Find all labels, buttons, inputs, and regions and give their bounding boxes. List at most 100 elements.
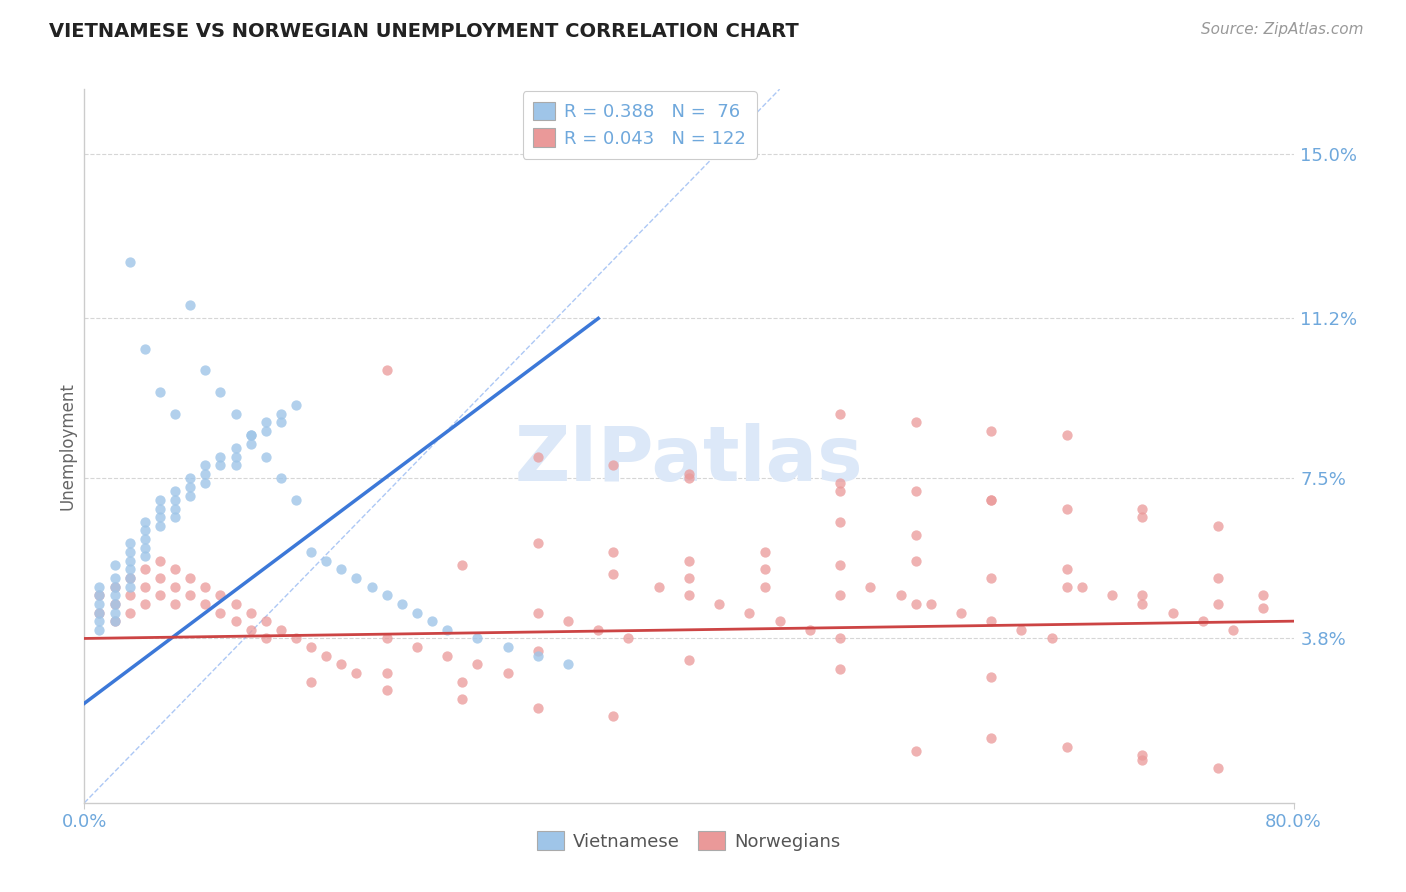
Point [709, 597, 731, 611]
Point [165, 597, 187, 611]
Point [391, 597, 413, 611]
Point [904, 553, 927, 567]
Point [299, 545, 322, 559]
Point [830, 407, 852, 421]
Point [225, 614, 247, 628]
Point [346, 666, 368, 681]
Text: VIETNAMESE VS NORWEGIAN UNEMPLOYMENT CORRELATION CHART: VIETNAMESE VS NORWEGIAN UNEMPLOYMENT COR… [49, 22, 799, 41]
Point [149, 588, 172, 602]
Point [754, 562, 776, 576]
Point [375, 588, 398, 602]
Point [225, 407, 247, 421]
Point [678, 553, 700, 567]
Point [194, 467, 217, 482]
Point [467, 657, 489, 672]
Point [149, 571, 172, 585]
Point [360, 580, 382, 594]
Point [527, 536, 550, 550]
Point [89, 614, 111, 628]
Point [1253, 601, 1275, 615]
Point [285, 398, 308, 412]
Point [239, 606, 262, 620]
Point [285, 493, 308, 508]
Point [89, 588, 111, 602]
Point [1161, 606, 1184, 620]
Point [165, 580, 187, 594]
Point [1011, 623, 1033, 637]
Point [1130, 588, 1153, 602]
Point [754, 545, 776, 559]
Point [179, 571, 201, 585]
Point [118, 553, 141, 567]
Point [165, 484, 187, 499]
Point [209, 450, 232, 464]
Point [225, 450, 247, 464]
Point [678, 588, 700, 602]
Point [254, 424, 277, 438]
Point [149, 519, 172, 533]
Point [254, 614, 277, 628]
Text: ZIPatlas: ZIPatlas [515, 424, 863, 497]
Point [104, 597, 127, 611]
Point [678, 471, 700, 485]
Point [239, 428, 262, 442]
Point [149, 384, 172, 399]
Point [1130, 501, 1153, 516]
Point [830, 632, 852, 646]
Point [451, 674, 474, 689]
Point [451, 558, 474, 572]
Point [149, 510, 172, 524]
Point [104, 614, 127, 628]
Point [134, 524, 156, 538]
Point [375, 632, 398, 646]
Point [980, 424, 1002, 438]
Point [118, 580, 141, 594]
Point [527, 648, 550, 663]
Point [436, 623, 458, 637]
Point [830, 662, 852, 676]
Point [134, 342, 156, 356]
Point [904, 484, 927, 499]
Point [165, 510, 187, 524]
Point [859, 580, 882, 594]
Point [194, 475, 217, 490]
Point [830, 475, 852, 490]
Point [209, 606, 232, 620]
Point [330, 562, 353, 576]
Point [375, 666, 398, 681]
Point [89, 606, 111, 620]
Point [118, 588, 141, 602]
Point [588, 623, 610, 637]
Point [104, 580, 127, 594]
Point [980, 493, 1002, 508]
Point [134, 532, 156, 546]
Point [194, 458, 217, 473]
Point [980, 571, 1002, 585]
Point [149, 553, 172, 567]
Point [104, 606, 127, 620]
Point [375, 363, 398, 377]
Point [118, 571, 141, 585]
Point [134, 541, 156, 555]
Point [1056, 580, 1078, 594]
Point [1130, 753, 1153, 767]
Point [299, 640, 322, 654]
Point [527, 450, 550, 464]
Legend: Vietnamese, Norwegians: Vietnamese, Norwegians [530, 824, 848, 858]
Point [467, 632, 489, 646]
Point [118, 571, 141, 585]
Point [602, 709, 624, 723]
Point [270, 623, 292, 637]
Point [904, 744, 927, 758]
Point [179, 588, 201, 602]
Point [179, 480, 201, 494]
Point [1130, 748, 1153, 763]
Point [285, 632, 308, 646]
Point [920, 597, 942, 611]
Point [104, 614, 127, 628]
Point [769, 614, 792, 628]
Point [315, 648, 337, 663]
Point [118, 536, 141, 550]
Point [89, 580, 111, 594]
Point [678, 467, 700, 482]
